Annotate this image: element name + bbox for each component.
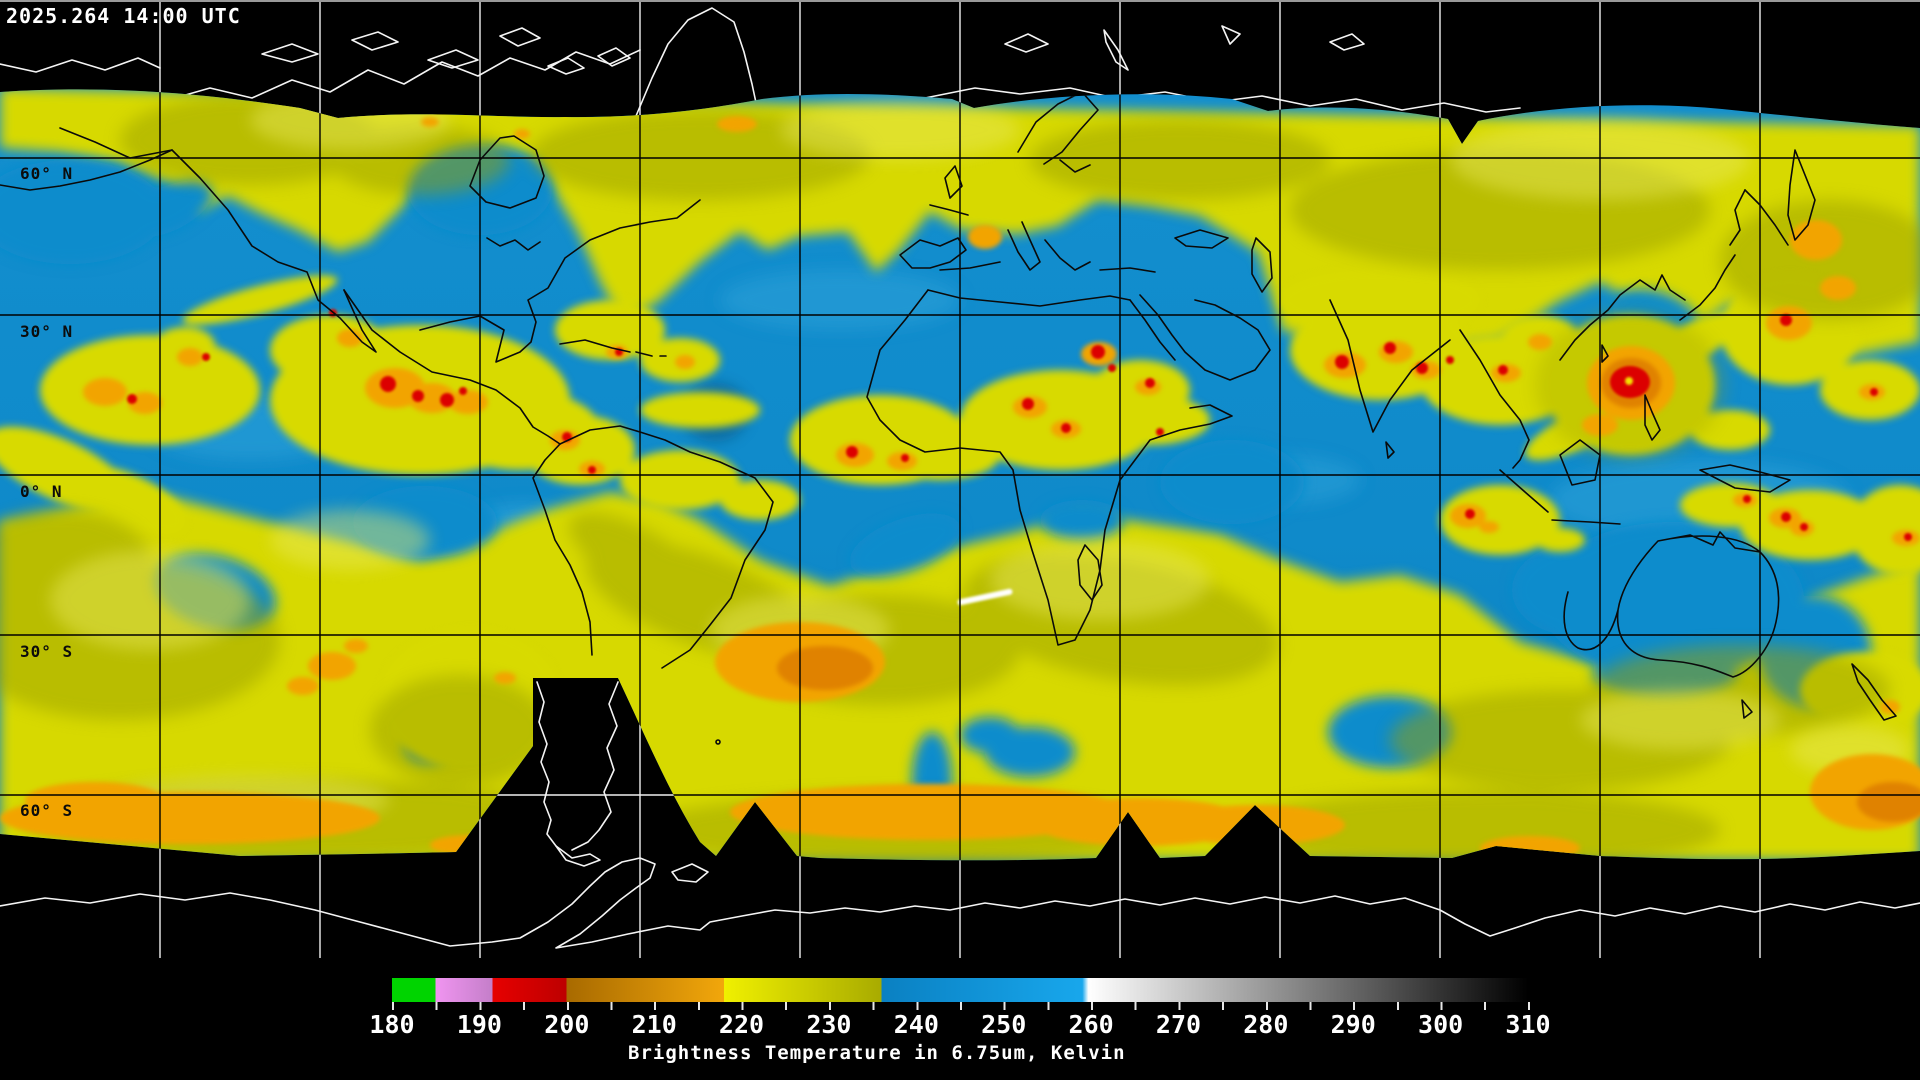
timestamp-label: 2025.264 14:00 UTC bbox=[6, 4, 241, 28]
latitude-label-30n: 30° N bbox=[20, 322, 74, 341]
coast-north-america-west bbox=[59, 127, 377, 353]
colorbar: 180 190 200 210 220 230 240 250 260 270 … bbox=[0, 962, 1920, 1080]
coast-south-america-east bbox=[559, 425, 774, 669]
taiwan-philippines bbox=[1601, 344, 1661, 441]
coast-tierra-del-fuego bbox=[555, 845, 601, 867]
latitude-label-0n: 0° N bbox=[20, 482, 63, 501]
china-korea bbox=[1559, 274, 1686, 361]
japan-sakhalin bbox=[1679, 189, 1746, 321]
coastlines-white bbox=[0, 7, 1920, 949]
coast-antarctica bbox=[0, 857, 1920, 949]
coast-africa bbox=[866, 289, 1233, 646]
typhoon-eye bbox=[1625, 377, 1633, 385]
colorbar-caption: Brightness Temperature in 6.75um, Kelvin bbox=[628, 1042, 1126, 1064]
colorbar-tick-label: 270 bbox=[1155, 1010, 1202, 1039]
colorbar-tick-label: 230 bbox=[806, 1010, 852, 1039]
scandinavia bbox=[1017, 91, 1099, 173]
latitude-label-60n: 60° N bbox=[20, 164, 74, 183]
colorbar-tick-label: 240 bbox=[893, 1010, 939, 1039]
colorbar-tick-label: 250 bbox=[981, 1010, 1027, 1039]
southeast-asia bbox=[1459, 329, 1621, 525]
madagascar bbox=[1077, 544, 1103, 601]
coast-south-america-west bbox=[532, 443, 593, 656]
colorbar-tick-label: 180 bbox=[369, 1010, 415, 1039]
india-sri-lanka bbox=[1329, 299, 1451, 459]
colorbar-tick-label: 290 bbox=[1330, 1010, 1376, 1039]
latitude-label-30s: 30° S bbox=[20, 642, 74, 661]
colorbar-tick-label: 190 bbox=[456, 1010, 502, 1039]
coast-central-america bbox=[343, 289, 561, 445]
colorbar-ticks bbox=[392, 1002, 1530, 1010]
hudson-bay bbox=[469, 135, 545, 209]
red-sea-arabia bbox=[1129, 294, 1271, 381]
white-streak-artifact bbox=[957, 588, 1013, 606]
tasmania bbox=[1741, 699, 1753, 719]
deep-convection-red bbox=[127, 309, 1912, 541]
kamchatka-okhotsk bbox=[1744, 149, 1816, 246]
great-lakes bbox=[486, 237, 541, 251]
caribbean-islands bbox=[559, 339, 667, 357]
australia bbox=[1563, 531, 1780, 678]
colorbar-tick-label: 280 bbox=[1243, 1010, 1289, 1039]
coast-chukotka bbox=[0, 57, 161, 73]
iberia bbox=[899, 237, 967, 269]
coast-greenland bbox=[635, 7, 759, 117]
britain-france bbox=[929, 165, 969, 216]
colorbar-tick-label: 220 bbox=[718, 1010, 765, 1039]
falkland-island bbox=[715, 739, 721, 745]
colorbar-tick-label: 300 bbox=[1418, 1010, 1464, 1039]
coast-arctic-canada bbox=[167, 49, 641, 101]
colorbar-tick-labels: 180 190 200 210 220 230 240 250 260 270 … bbox=[369, 1010, 1550, 1040]
colorbar-tick-label: 200 bbox=[544, 1010, 590, 1039]
colorbar-tick-label: 260 bbox=[1068, 1010, 1114, 1039]
new-guinea bbox=[1699, 464, 1791, 493]
mediterranean-north bbox=[939, 221, 1156, 273]
coast-siberia bbox=[924, 87, 1521, 113]
coast-gulf-east bbox=[419, 199, 701, 363]
arctic-islands bbox=[261, 27, 631, 75]
data-region bbox=[0, 89, 1920, 861]
latitude-label-60s: 60° S bbox=[20, 801, 74, 820]
new-zealand bbox=[1851, 663, 1897, 721]
coast-aleutians bbox=[0, 149, 173, 191]
coast-patagonia-west bbox=[536, 681, 557, 847]
colorbar-tick-label: 210 bbox=[631, 1010, 677, 1039]
antarctic-island bbox=[671, 863, 709, 883]
top-border-line bbox=[0, 0, 1920, 2]
colorbar-tick-label: 310 bbox=[1505, 1010, 1551, 1039]
world-water-vapor-map bbox=[0, 0, 1920, 958]
north-africa-coast bbox=[927, 289, 1131, 307]
coast-patagonia-east bbox=[571, 681, 619, 851]
black-caspian-seas bbox=[1174, 229, 1273, 293]
coastlines-black bbox=[0, 91, 1897, 745]
colorbar-gradient bbox=[392, 978, 1528, 1002]
siberian-islands bbox=[1004, 25, 1365, 71]
